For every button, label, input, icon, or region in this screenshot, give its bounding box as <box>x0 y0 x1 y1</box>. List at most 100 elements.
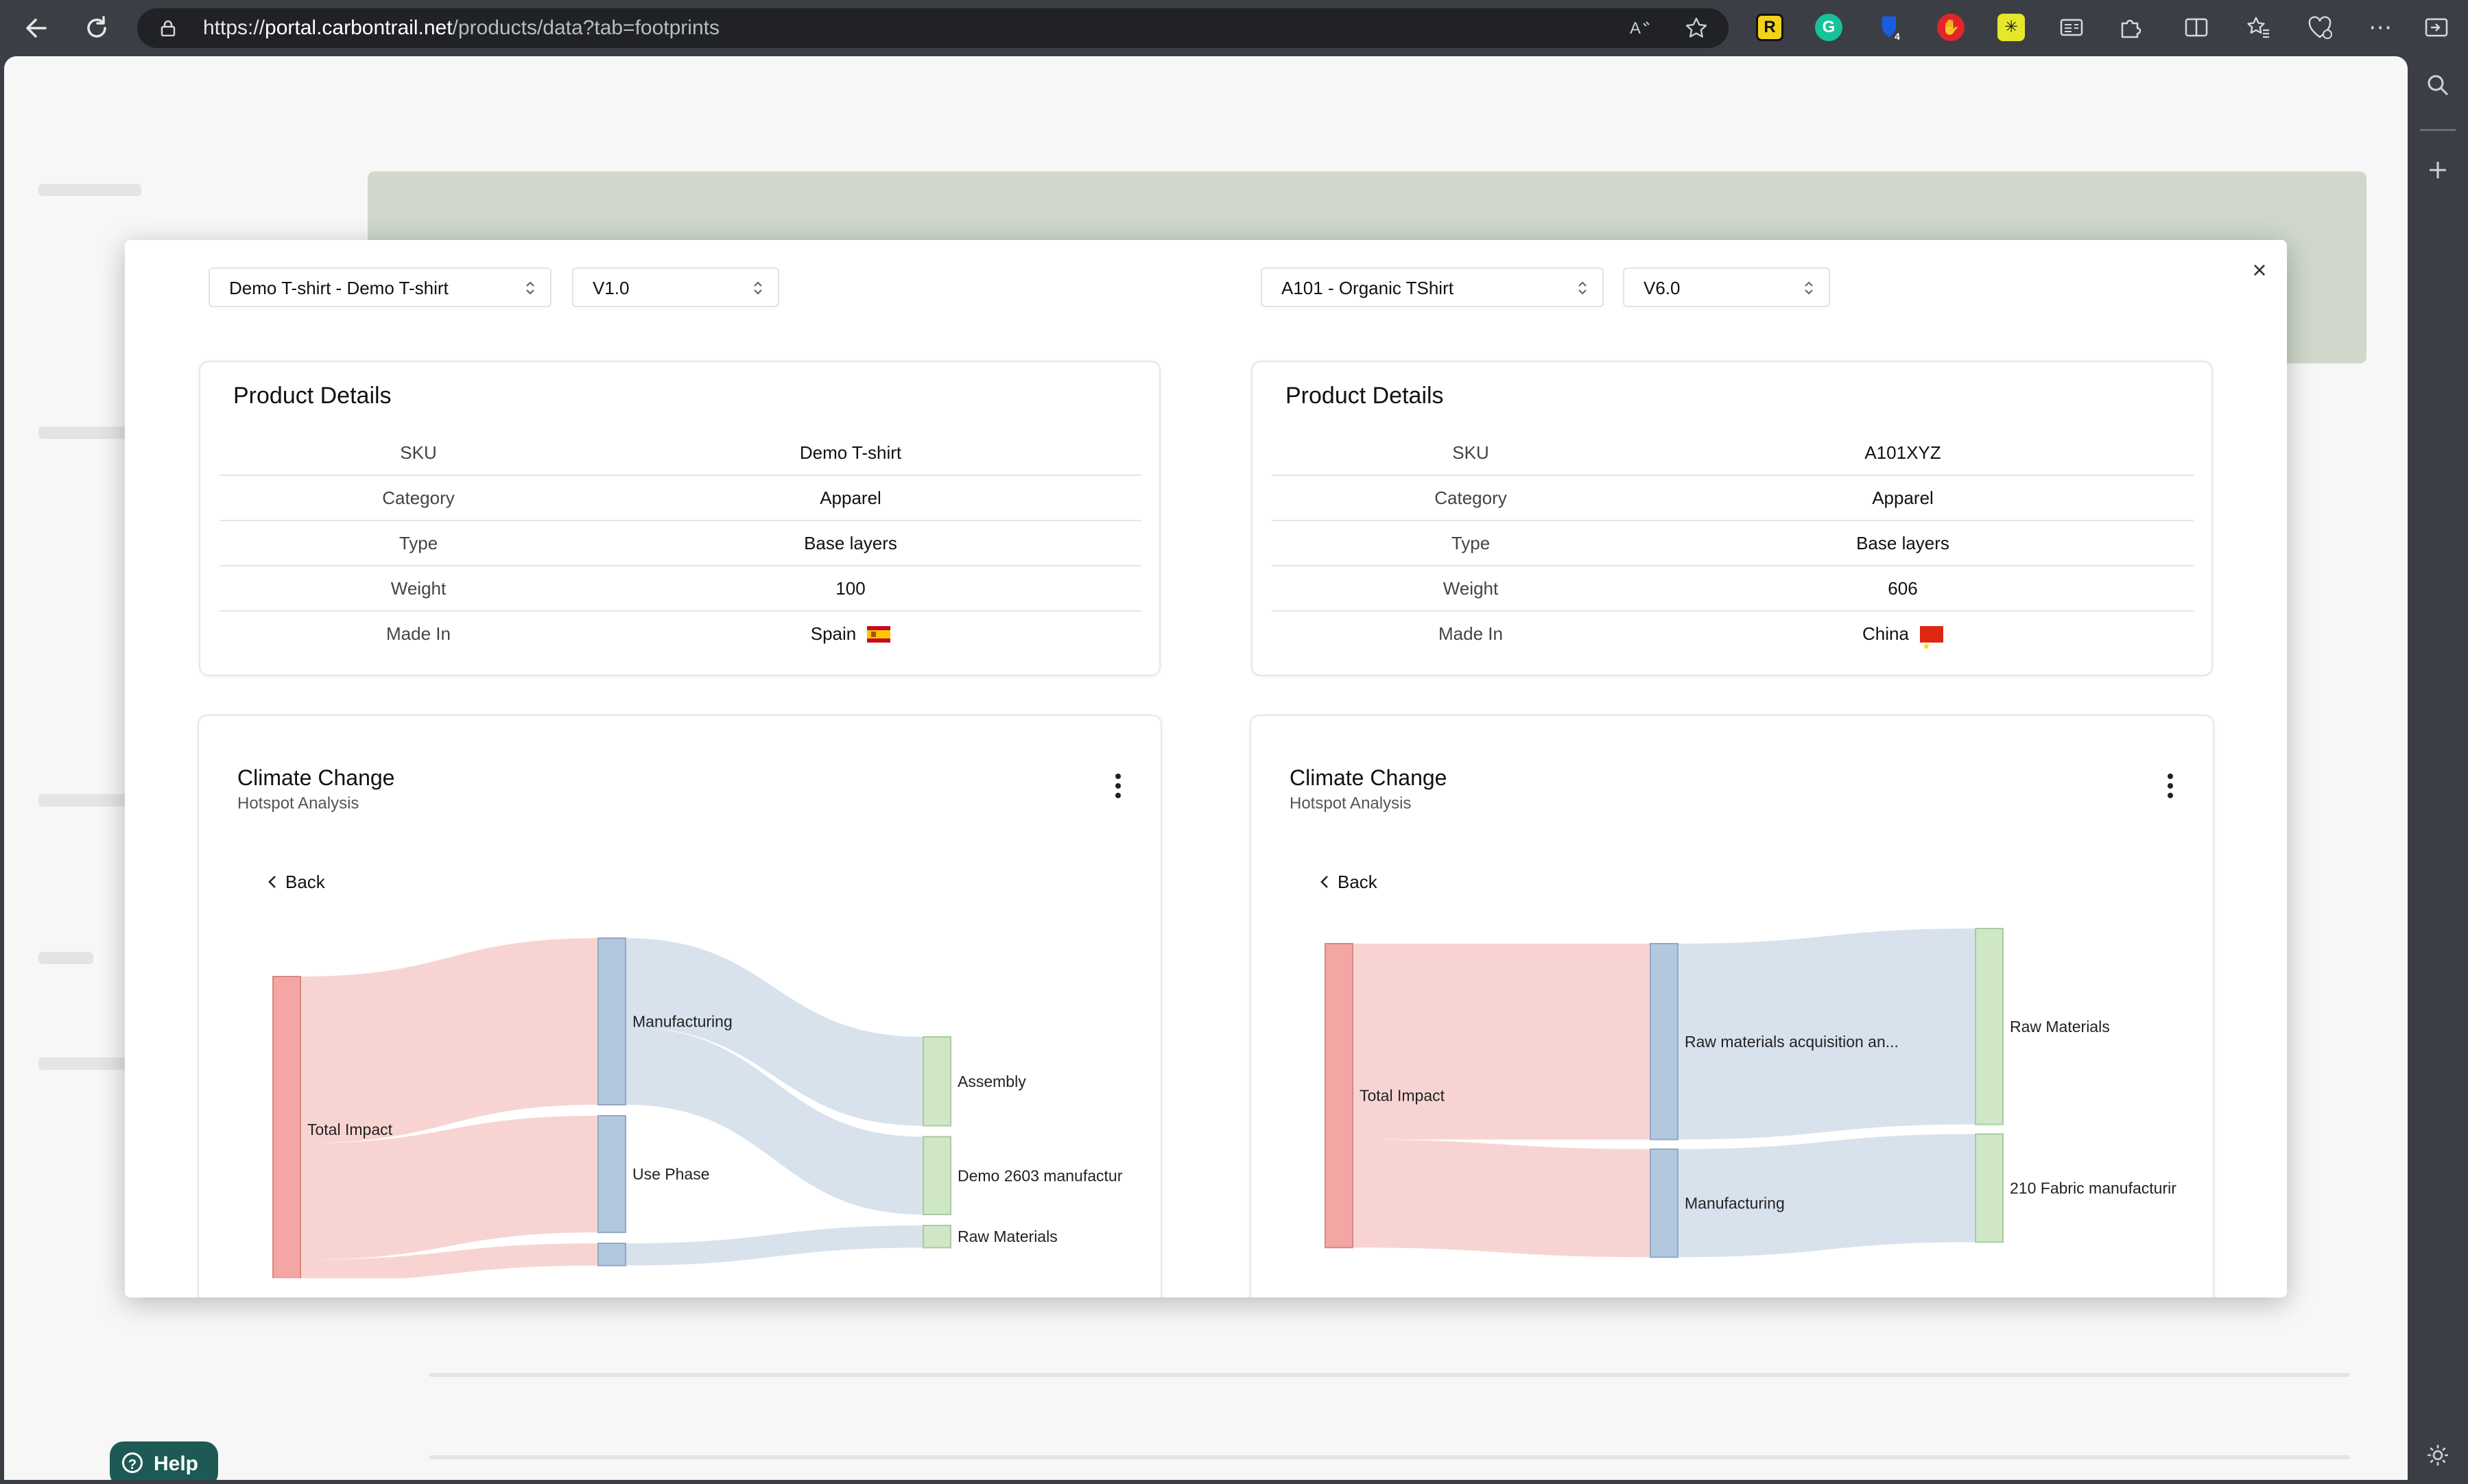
reload-icon[interactable] <box>80 11 114 45</box>
search-icon[interactable] <box>2424 71 2452 99</box>
sankey-node-demo-2603-manufactur[interactable] <box>923 1136 951 1215</box>
chart-back-button[interactable]: Back <box>1320 868 1377 896</box>
details-value: 100 <box>835 578 866 599</box>
chart-back-button[interactable]: Back <box>268 868 325 896</box>
back-arrow-icon[interactable] <box>19 11 54 45</box>
left-version-select[interactable]: V1.0 <box>572 267 779 307</box>
right-hotspot-chart-card: Climate Change Hotspot Analysis Back Tot… <box>1250 715 2214 1297</box>
sankey-link-manufacturing-to-210-fabric-manufacturir[interactable] <box>1678 1134 1975 1258</box>
details-row-type: Type Base layers <box>1272 521 2194 566</box>
left-product-details-card: Product Details SKU Demo T-shirt Category… <box>199 361 1161 676</box>
compare-modal: × Demo T-shirt - Demo T-shirt V1.0 A101 … <box>125 240 2287 1297</box>
details-value: Base layers <box>1856 533 1949 553</box>
details-row-made-in: Made In Spain <box>219 612 1141 656</box>
product-details-title: Product Details <box>233 383 392 409</box>
adblock-extension-icon[interactable]: ✋ <box>1937 14 1965 41</box>
details-row-category: Category Apparel <box>1272 476 2194 521</box>
details-key: SKU <box>1452 442 1489 463</box>
sankey-label-total-impact: Total Impact <box>1360 1087 1445 1105</box>
favorites-icon[interactable] <box>2244 14 2272 41</box>
background-sidebar-row <box>38 794 141 806</box>
sankey-link-manufacturing-to-demo-2603-manufactur[interactable] <box>626 1027 923 1214</box>
address-bar[interactable]: https://portal.carbontrail.net/products/… <box>137 8 1729 48</box>
sankey-node-raw-materials[interactable] <box>1975 928 2004 1125</box>
sidebar-toggle-icon[interactable] <box>2423 14 2450 41</box>
sankey-node-raw-materials[interactable] <box>923 1225 951 1249</box>
bitwarden-extension-icon[interactable]: 4 <box>1877 14 1904 42</box>
sankey-link-raw-materials-acquisition-an-to-raw-materials[interactable] <box>1678 929 1975 1140</box>
help-button[interactable]: ? Help <box>110 1441 218 1480</box>
read-aloud-icon[interactable]: A <box>1627 15 1653 41</box>
details-row-weight: Weight 100 <box>219 566 1141 612</box>
right-product-details-card: Product Details SKU A101XYZ Category Appar… <box>1251 361 2213 676</box>
readwise-extension-icon[interactable]: R <box>1756 14 1783 41</box>
sankey-link-total-impact-to-unnamed[interactable] <box>300 1243 598 1278</box>
help-label: Help <box>154 1452 199 1475</box>
product-details-table: SKU Demo T-shirt Category Apparel Type Base… <box>219 431 1141 656</box>
sankey-link-total-impact-to-manufacturing[interactable] <box>300 938 598 1143</box>
settings-gear-icon[interactable] <box>2424 1441 2452 1469</box>
kebab-menu-icon[interactable] <box>1104 769 1132 802</box>
details-value: A101XYZ <box>1864 442 1941 463</box>
details-value: Apparel <box>820 488 881 508</box>
details-value: 606 <box>1888 578 1918 599</box>
split-screen-icon[interactable] <box>2183 14 2210 41</box>
sankey-node-total-impact[interactable] <box>272 976 301 1278</box>
up-down-chevron-icon <box>1805 281 1813 295</box>
background-sidebar-row <box>38 952 93 964</box>
browser-essentials-icon[interactable] <box>2306 14 2334 41</box>
details-row-category: Category Apparel <box>219 476 1141 521</box>
right-product-select[interactable]: A101 - Organic TShirt <box>1261 267 1604 307</box>
china-flag-icon <box>1919 624 1943 668</box>
back-label: Back <box>285 872 325 892</box>
sankey-node-manufacturing[interactable] <box>1650 1148 1678 1258</box>
chart-title: Climate Change <box>1290 765 1447 790</box>
help-icon: ? <box>122 1452 143 1473</box>
sankey-link-total-impact-to-raw-materials-acquisition-an[interactable] <box>1353 944 1650 1140</box>
details-value: Apparel <box>1872 488 1934 508</box>
sankey-link-total-impact-to-use-phase[interactable] <box>300 1116 598 1260</box>
sankey-node-210-fabric-manufacturir[interactable] <box>1975 1133 2004 1243</box>
sankey-label-raw-materials-acquisition-an: Raw materials acquisition an... <box>1685 1033 1899 1051</box>
sankey-node-total-impact[interactable] <box>1325 943 1353 1249</box>
sankey-link-total-impact-to-manufacturing[interactable] <box>1353 1139 1650 1258</box>
country-name: Spain <box>810 623 857 644</box>
sankey-label-210-fabric-manufacturir: 210 Fabric manufacturir <box>2010 1179 2176 1197</box>
sankey-node-manufacturing[interactable] <box>597 937 626 1105</box>
background-table-row <box>429 1373 2350 1377</box>
left-hotspot-chart-card: Climate Change Hotspot Analysis Back Tot… <box>198 715 1162 1297</box>
details-row-type: Type Base layers <box>219 521 1141 566</box>
address-url[interactable]: https://portal.carbontrail.net/products/… <box>203 8 720 48</box>
sankey-link-manufacturing-to-assembly[interactable] <box>626 938 923 1126</box>
sankey-node-unnamed[interactable] <box>597 1243 626 1267</box>
lock-icon <box>161 20 176 37</box>
left-product-select-value: Demo T-shirt - Demo T-shirt <box>229 278 449 298</box>
details-row-sku: SKU Demo T-shirt <box>219 431 1141 476</box>
reader-view-icon[interactable] <box>2058 14 2085 41</box>
sankey-node-use-phase[interactable] <box>597 1115 626 1234</box>
country-name: China <box>1862 623 1909 644</box>
details-key: SKU <box>400 442 437 463</box>
details-key: Category <box>1434 488 1507 508</box>
more-options-icon[interactable]: ⋯ <box>2369 14 2392 40</box>
chart-subtitle: Hotspot Analysis <box>237 794 359 813</box>
sankey-label-use-phase: Use Phase <box>632 1165 710 1183</box>
right-version-select[interactable]: V6.0 <box>1623 267 1830 307</box>
extensions-puzzle-icon[interactable] <box>2117 14 2144 41</box>
sankey-link-unnamed-to-raw-materials[interactable] <box>626 1225 923 1266</box>
left-product-select[interactable]: Demo T-shirt - Demo T-shirt <box>209 267 551 307</box>
favorite-star-icon[interactable] <box>1683 15 1709 41</box>
yellow-extension-icon[interactable]: ✳ <box>1997 14 2025 41</box>
details-key: Category <box>382 488 455 508</box>
sankey-label-manufacturing: Manufacturing <box>1685 1194 1785 1212</box>
add-icon[interactable] <box>2424 156 2452 184</box>
grammarly-extension-icon[interactable]: G <box>1815 14 1842 41</box>
hotspot-sankey-chart: Total Impact Raw materials acquisition an… <box>1325 928 2176 1258</box>
details-value-made-in: Spain <box>617 612 1084 656</box>
close-icon[interactable]: × <box>2252 256 2267 284</box>
background-sidebar-row <box>38 427 128 439</box>
sankey-label-total-impact: Total Impact <box>307 1121 393 1138</box>
sankey-node-assembly[interactable] <box>923 1036 951 1127</box>
kebab-menu-icon[interactable] <box>2157 769 2184 802</box>
sankey-node-raw-materials-acquisition-an[interactable] <box>1650 943 1678 1140</box>
